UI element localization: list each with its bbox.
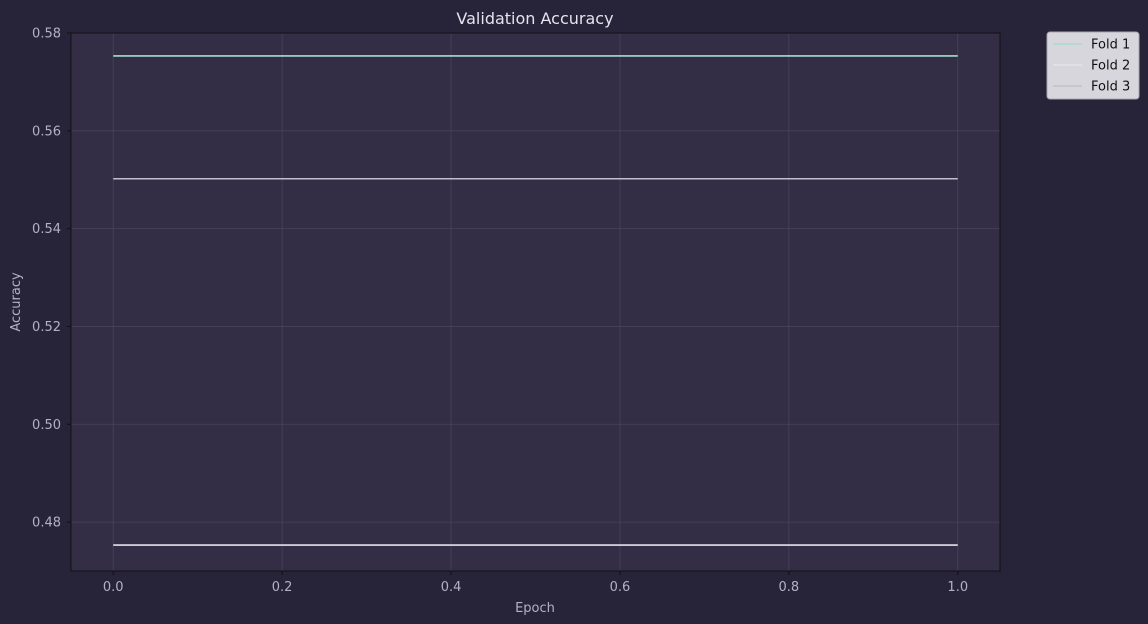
plot-frame <box>70 32 1001 572</box>
y-tick-label: 0.50 <box>32 418 61 433</box>
legend-label-fold-3: Fold 3 <box>1091 80 1130 95</box>
x-tick-label: 0.0 <box>103 580 124 595</box>
legend-label-fold-1: Fold 1 <box>1091 38 1130 53</box>
x-axis-ticks: 0.0 0.2 0.4 0.6 0.8 1.0 <box>103 571 968 595</box>
y-tick-label: 0.58 <box>32 27 61 42</box>
y-axis-label: Accuracy <box>9 272 24 332</box>
y-tick-label: 0.56 <box>32 124 61 139</box>
x-tick-label: 0.4 <box>441 580 462 595</box>
legend: Fold 1 Fold 2 Fold 3 <box>1046 31 1140 100</box>
plot-area <box>71 33 1000 571</box>
y-tick-label: 0.52 <box>32 320 61 335</box>
legend-label-fold-2: Fold 2 <box>1091 59 1130 74</box>
y-axis-ticks: 0.48 0.50 0.52 0.54 0.56 0.58 <box>32 27 71 531</box>
series-lines <box>113 55 958 546</box>
x-tick-label: 0.6 <box>610 580 631 595</box>
x-tick-label: 0.2 <box>272 580 293 595</box>
x-axis-label: Epoch <box>515 601 555 616</box>
x-tick-label: 0.8 <box>779 580 800 595</box>
y-tick-label: 0.48 <box>32 516 61 531</box>
legend-box <box>1046 31 1140 100</box>
x-tick-label: 1.0 <box>947 580 968 595</box>
chart-title: Validation Accuracy <box>456 9 613 28</box>
y-tick-label: 0.54 <box>32 222 61 237</box>
